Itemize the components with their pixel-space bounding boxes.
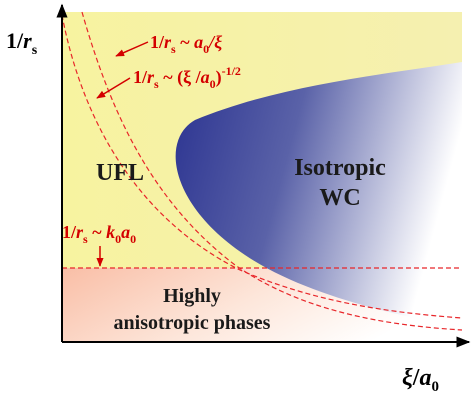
curve-a0-over-xi: [81, 11, 463, 331]
y-axis-label: 1/rs: [6, 28, 38, 58]
curve-label-xi-power: 1/rs ~ (ξ /a0)-1/2: [133, 64, 241, 91]
curve-label-a0-over-xi: 1/rs ~ a0/ξ: [150, 32, 222, 56]
wc-label-line2: WC: [319, 185, 360, 211]
aniso-label-line2: anisotropic phases: [114, 312, 271, 334]
ufl-label: UFL: [96, 160, 144, 186]
arrow-to-curve-2: [96, 77, 131, 99]
arrow-to-curve-1: [115, 41, 149, 57]
wc-label-line1: Isotropic: [294, 155, 386, 181]
wc-region: [175, 62, 462, 328]
anisotropic-region: [62, 268, 462, 342]
curve-label-k0a0: 1/rs ~ k0a0: [62, 222, 136, 246]
aniso-label-line1: Highly: [163, 285, 221, 307]
x-axis-label: ξ/a0: [402, 365, 439, 395]
curve-xi-over-a0-power: [61, 14, 463, 319]
